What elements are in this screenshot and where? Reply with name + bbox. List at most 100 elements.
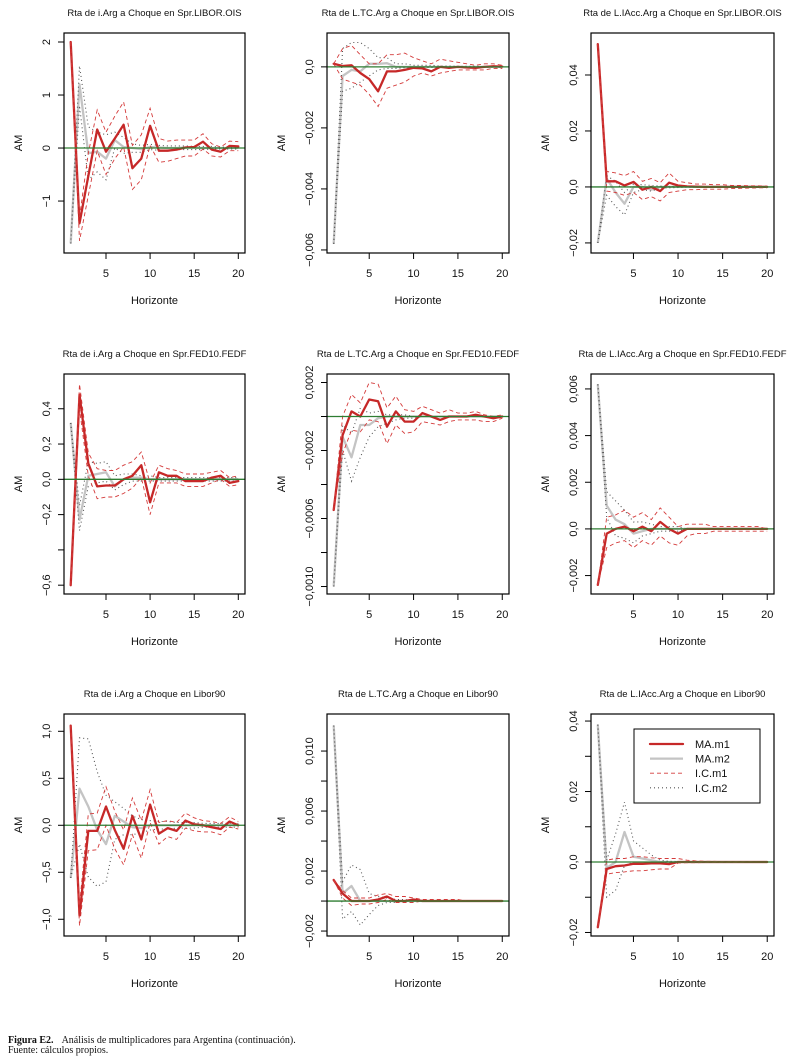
- y-tick-label: 0,006: [304, 797, 316, 825]
- x-tick-label: 10: [144, 609, 156, 621]
- chart-title: Rta de L.IAcc.Arg a Choque en Libor90: [600, 689, 766, 700]
- figure-label: Figura E2.: [8, 1035, 54, 1046]
- series-line-ic-m1-upper: [70, 384, 239, 586]
- y-tick-label: 0,5: [41, 771, 53, 786]
- y-tick-label: −0,02: [568, 919, 580, 947]
- chart-title: Rta de L.TC.Arg a Choque en Spr.LIBOR.OI…: [322, 8, 515, 19]
- x-tick-label: 15: [717, 951, 729, 963]
- y-tick-label: 0,02: [568, 120, 580, 141]
- x-tick-label: 20: [761, 951, 773, 963]
- chart-legend: MA.m1 MA.m2 I.C.m1 I.C.m2: [633, 728, 761, 804]
- y-tick-label: 0,0: [41, 472, 53, 487]
- figure-caption-text: Análisis de multiplicadores para Argenti…: [61, 1035, 296, 1046]
- legend-item: I.C.m1: [650, 768, 727, 780]
- series-line-ic-m2-lower: [597, 384, 768, 544]
- y-tick-label: 0,010: [304, 737, 316, 765]
- series-line-ic-m1-upper: [597, 507, 768, 585]
- plot-frame: [590, 713, 775, 937]
- y-axis-label: AM: [13, 817, 25, 834]
- x-tick-label: 10: [144, 268, 156, 280]
- y-tick-label: 0,04: [568, 710, 580, 731]
- y-tick-label: 0,04: [568, 64, 580, 85]
- y-tick-label: −0,004: [304, 172, 316, 206]
- y-axis-label: AM: [276, 476, 288, 493]
- series-line-ic-m1-upper: [333, 381, 503, 511]
- x-tick-label: 20: [761, 609, 773, 621]
- series-line-ic-m1-lower: [333, 63, 503, 108]
- legend-item: MA.m2: [650, 754, 730, 766]
- series-line-ic-m1-upper: [597, 856, 768, 928]
- legend-label: I.C.m2: [695, 783, 727, 795]
- plot-frame: [63, 32, 246, 254]
- chart-title: Rta de L.TC.Arg a Choque en Libor90: [338, 689, 498, 700]
- y-tick-label: −0,2: [41, 504, 53, 526]
- x-axis-label: Horizonte: [131, 978, 178, 990]
- series-line-ma-m2: [332, 62, 503, 244]
- series-line-ic-m2-lower: [70, 826, 239, 888]
- y-tick-label: 2: [41, 39, 53, 45]
- plot-area: [327, 381, 509, 587]
- series-line-ic-m2-upper: [597, 384, 768, 530]
- x-tick-label: 20: [232, 951, 244, 963]
- x-axis-label: Horizonte: [659, 978, 706, 990]
- x-tick-label: 5: [103, 268, 109, 280]
- x-tick-label: 15: [452, 951, 464, 963]
- y-axis-label: AM: [540, 135, 552, 152]
- x-tick-label: 10: [672, 268, 684, 280]
- x-tick-label: 20: [496, 609, 508, 621]
- figure-caption: Figura E2. Análisis de multiplicadores pa…: [8, 1036, 788, 1056]
- plot-frame: [590, 373, 775, 595]
- x-tick-label: 5: [103, 951, 109, 963]
- legend-item: I.C.m2: [650, 783, 727, 795]
- y-tick-label: −0,02: [568, 229, 580, 257]
- series-line-ic-m2-upper: [70, 422, 239, 506]
- y-tick-label: 0,0: [568, 854, 580, 869]
- plot-area: [64, 40, 245, 244]
- series-line-ma-m2: [332, 725, 503, 903]
- chart-title: Rta de L.IAcc.Arg a Choque en Spr.LIBOR.…: [583, 8, 782, 19]
- y-axis-label: AM: [13, 135, 25, 152]
- chart-panel: Rta de i.Arg a Choque en Libor90 5 10 15 20 −…: [13, 689, 246, 990]
- series-line-ma-m2: [69, 787, 239, 879]
- series-line-ic-m2-lower: [70, 105, 239, 244]
- legend-label: MA.m2: [695, 754, 730, 766]
- x-tick-label: 20: [232, 609, 244, 621]
- y-tick-label: 0,2: [41, 436, 53, 451]
- y-axis-label: AM: [276, 817, 288, 834]
- y-axis-label: AM: [540, 476, 552, 493]
- x-axis-label: Horizonte: [131, 295, 178, 307]
- y-tick-label: −0,0002: [304, 430, 316, 470]
- series-line-ma-m2: [332, 415, 503, 587]
- y-tick-label: 0,0002: [304, 366, 316, 400]
- y-tick-label: −0,002: [304, 914, 316, 948]
- x-tick-label: 15: [452, 609, 464, 621]
- x-tick-label: 15: [452, 268, 464, 280]
- x-tick-label: 20: [232, 268, 244, 280]
- series-line-ma-m1: [332, 62, 504, 93]
- chart-panel: Rta de i.Arg a Choque en Spr.LIBOR.OIS 5 1…: [13, 8, 246, 307]
- x-axis-label: Horizonte: [394, 636, 441, 648]
- y-tick-label: −1: [41, 195, 53, 208]
- y-tick-label: 0,0: [568, 521, 580, 536]
- x-axis-label: Horizonte: [659, 295, 706, 307]
- x-tick-label: 10: [672, 609, 684, 621]
- x-tick-label: 5: [630, 951, 636, 963]
- series-line-ic-m2-upper: [333, 725, 503, 902]
- chart-panel: Rta de L.TC.Arg a Choque en Spr.FED10.FE…: [276, 349, 519, 648]
- y-tick-label: 0,004: [568, 422, 580, 450]
- plot-frame: [326, 713, 510, 937]
- series-line-ma-m1: [332, 398, 504, 512]
- y-tick-label: −0,5: [41, 861, 53, 883]
- series-line-ma-m1: [596, 43, 769, 193]
- chart-title: Rta de L.TC.Arg a Choque en Spr.FED10.FE…: [317, 349, 519, 360]
- x-axis-label: Horizonte: [394, 295, 441, 307]
- plot-area: [327, 725, 509, 926]
- y-tick-label: 0,0: [41, 818, 53, 833]
- y-tick-label: 0,4: [41, 401, 53, 416]
- x-tick-label: 10: [672, 951, 684, 963]
- legend-item: MA.m1: [648, 739, 730, 751]
- plot-frame: [326, 32, 510, 254]
- chart-title: Rta de L.IAcc.Arg a Choque en Spr.FED10.…: [578, 349, 786, 360]
- y-tick-label: 0,002: [304, 857, 316, 885]
